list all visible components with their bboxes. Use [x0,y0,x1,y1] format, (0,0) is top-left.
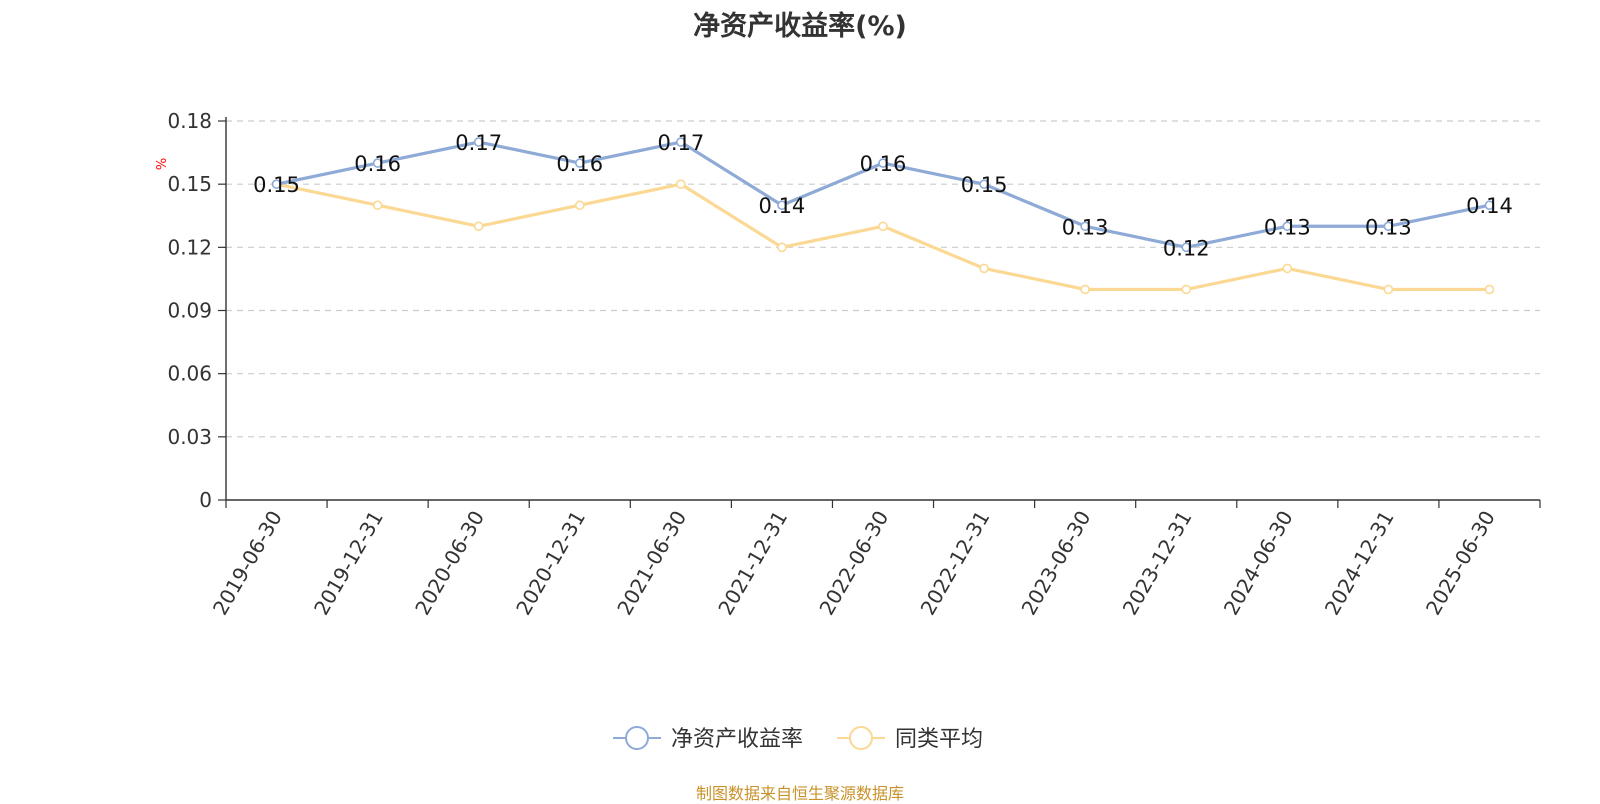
x-tick-label: 2024-12-31 [1320,507,1399,620]
series-lines [271,137,1495,295]
data-label: 0.16 [354,152,401,176]
legend-marker [625,726,649,750]
data-point [777,242,787,253]
data-point [1383,221,1394,232]
legend-label: 净资产收益率 [671,727,803,752]
data-label: 0.13 [1264,215,1311,239]
data-point [676,179,686,189]
y-tick-label: 0.12 [167,235,212,259]
data-label: 0.15 [253,173,300,197]
y-tick-label: 0 [199,488,212,512]
axes: 0 0.03 0.06 0.09 0.12 0.15 0.18% 2019-06-30 2019… [155,109,1541,620]
data-label: 0.13 [1062,215,1109,239]
y-tick-label: 0.18 [167,109,212,133]
data-point [372,200,383,211]
y-tick-label: 0.06 [167,362,212,386]
x-tick-label: 2020-12-31 [511,507,590,620]
y-tick-label: 0.09 [167,299,212,323]
data-label: 0.17 [455,131,502,155]
data-label: 0.16 [556,152,603,176]
x-tick-label: 2021-06-30 [612,507,691,620]
data-point [1383,284,1394,295]
source-note: 制图数据来自恒生聚源数据库 [695,784,904,803]
data-label: 0.14 [759,194,806,218]
data-point [1181,242,1192,253]
grid-lines [226,120,1540,438]
chart-title: 净资产收益率(%) [693,11,907,42]
x-tick-label: 2021-12-31 [713,507,792,620]
legend[interactable]: 净资产收益率 同类平均 [613,726,983,752]
data-label: 0.15 [961,173,1008,197]
data-label: 0.16 [860,152,907,176]
data-label: 0.13 [1365,215,1412,239]
x-tick-label: 2023-12-31 [1118,507,1197,620]
data-point [878,221,888,232]
data-point [1282,263,1293,274]
data-point [473,221,484,232]
data-label: 0.12 [1163,236,1210,260]
data-point [473,137,484,147]
data-point [271,179,282,189]
data-point [676,137,686,147]
data-point [1080,221,1090,232]
x-tick-label: 2020-06-30 [410,507,489,620]
data-point [1181,284,1192,295]
data-point [1080,284,1090,295]
x-tick-label: 2019-06-30 [208,507,287,620]
data-point [979,263,989,274]
data-point [1282,221,1293,232]
legend-marker [849,726,873,750]
x-tick-label: 2024-06-30 [1219,507,1298,620]
data-label: 0.14 [1466,194,1513,218]
legend-label: 同类平均 [895,727,983,752]
x-tick-label: 2025-06-30 [1421,507,1500,620]
data-label: 0.17 [657,131,704,155]
data-point [1484,200,1495,211]
y-axis-unit-label: % [155,158,170,170]
x-tick-label: 2023-06-30 [1017,507,1096,620]
data-point [372,158,383,168]
y-tick-label: 0.03 [167,425,212,449]
data-point [777,200,787,211]
x-tick-label: 2022-06-30 [814,507,893,620]
x-tick-label: 2019-12-31 [309,507,388,620]
legend-item[interactable]: 同类平均 [837,726,983,752]
data-labels: 0.15 0.16 0.17 0.16 0.17 0.14 0.16 0.15 0.13 0.12… [253,131,1513,260]
data-point [979,179,989,189]
data-point [1484,284,1495,295]
legend-item[interactable]: 净资产收益率 [613,726,803,752]
data-point [574,158,585,168]
x-tick-label: 2022-12-31 [916,507,995,620]
data-point [574,200,585,211]
data-point [878,158,888,168]
y-tick-label: 0.15 [167,172,212,196]
